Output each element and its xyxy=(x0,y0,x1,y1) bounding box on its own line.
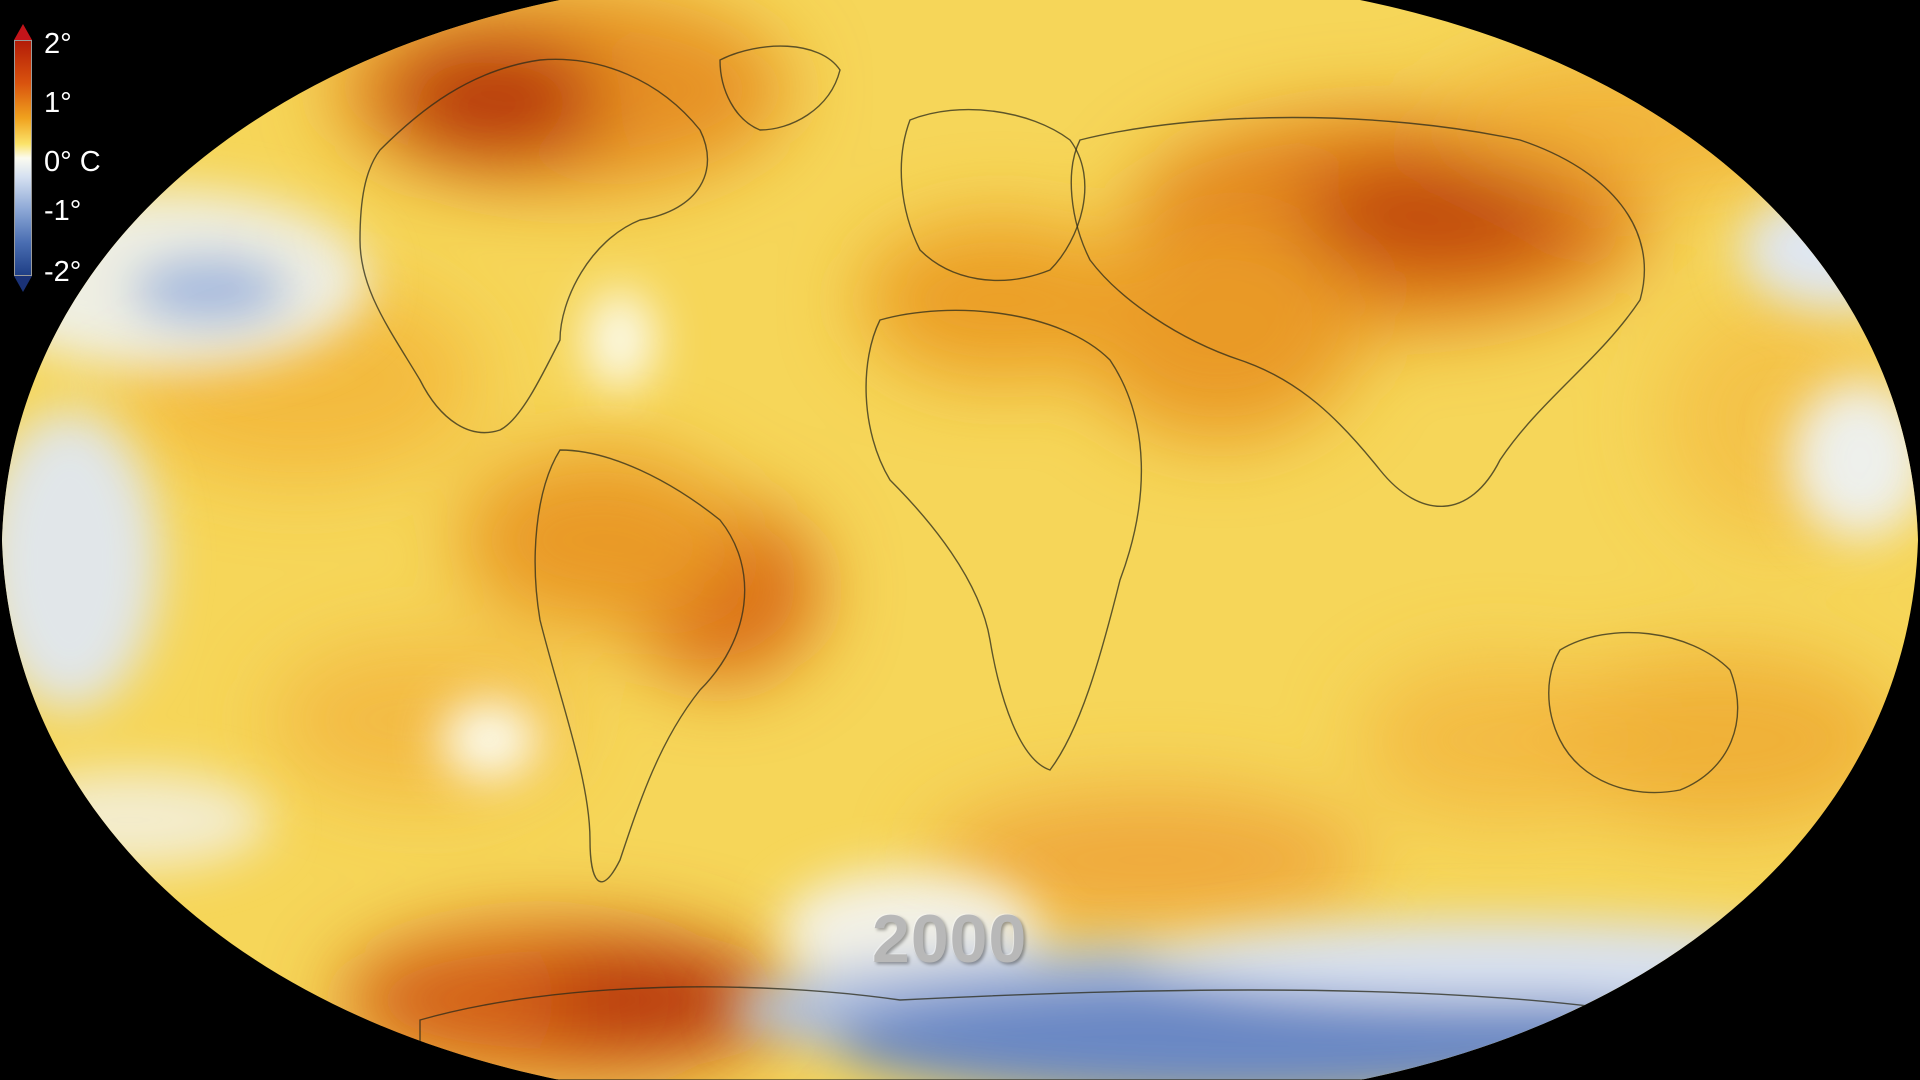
australia-outline xyxy=(1548,631,1739,794)
color-legend: 2° 1° 0° C -1° -2° xyxy=(0,0,120,300)
greenland-outline xyxy=(719,45,841,131)
legend-color-bar xyxy=(14,40,32,276)
south-america-outline xyxy=(534,449,746,883)
asia-outline xyxy=(1070,116,1645,507)
legend-tick-0: 0° C xyxy=(44,146,101,178)
legend-tick-minus-2: -2° xyxy=(44,256,82,288)
europe-outline xyxy=(900,108,1086,282)
north-america-outline xyxy=(359,58,709,434)
africa-outline xyxy=(865,309,1143,771)
legend-max-arrow-icon xyxy=(14,24,32,40)
year-label: 2000 xyxy=(872,901,1028,977)
legend-tick-minus-1: -1° xyxy=(44,195,82,227)
legend-min-arrow-icon xyxy=(14,276,32,292)
legend-tick-1: 1° xyxy=(44,87,72,119)
legend-tick-2: 2° xyxy=(44,28,72,60)
